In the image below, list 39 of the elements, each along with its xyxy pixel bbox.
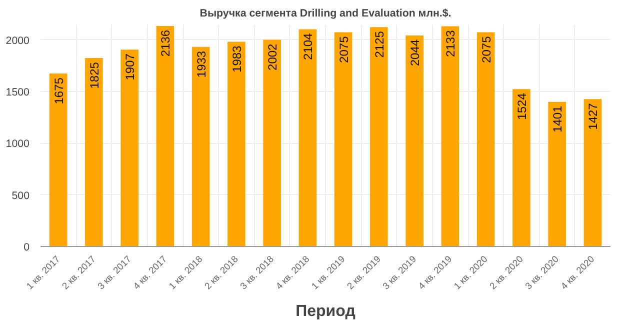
bar (548, 102, 566, 246)
data-label: 1401 (550, 106, 565, 133)
data-label: 2075 (336, 36, 351, 63)
bar (476, 32, 495, 246)
data-label: 2133 (444, 30, 458, 57)
data-label: 1524 (514, 92, 529, 120)
data-label: 1825 (87, 62, 102, 89)
bar (120, 50, 138, 246)
bar (263, 40, 281, 246)
y-tick-label: 0 (24, 242, 30, 254)
data-label: 2002 (266, 43, 280, 70)
data-label: 2125 (372, 30, 386, 58)
data-label: 1675 (52, 77, 66, 104)
bar (334, 32, 352, 246)
chart-title: Выручка сегмента Drilling and Evaluation млн.$. (200, 8, 452, 20)
bar (406, 35, 424, 246)
bar (441, 26, 460, 246)
x-axis-title: Период (296, 302, 356, 320)
bar (156, 26, 174, 246)
data-label: 2104 (301, 32, 316, 60)
y-tick-label: 2000 (6, 34, 30, 47)
data-label: 1907 (123, 53, 138, 80)
data-label: 2044 (408, 39, 422, 66)
bar (370, 27, 388, 246)
data-label: 2075 (479, 36, 494, 63)
y-tick-label: 1000 (6, 138, 30, 150)
bar (584, 99, 602, 246)
data-label: 1427 (586, 102, 600, 130)
bar (49, 74, 68, 246)
bar (228, 42, 246, 246)
data-label: 1933 (194, 50, 208, 78)
data-label: 1983 (230, 45, 244, 72)
bar (512, 89, 530, 246)
bar (85, 58, 103, 246)
y-tick-label: 500 (12, 190, 30, 202)
bar (298, 29, 317, 246)
bar (192, 46, 210, 246)
data-label: 2136 (158, 30, 173, 57)
y-tick-label: 1500 (6, 86, 30, 99)
